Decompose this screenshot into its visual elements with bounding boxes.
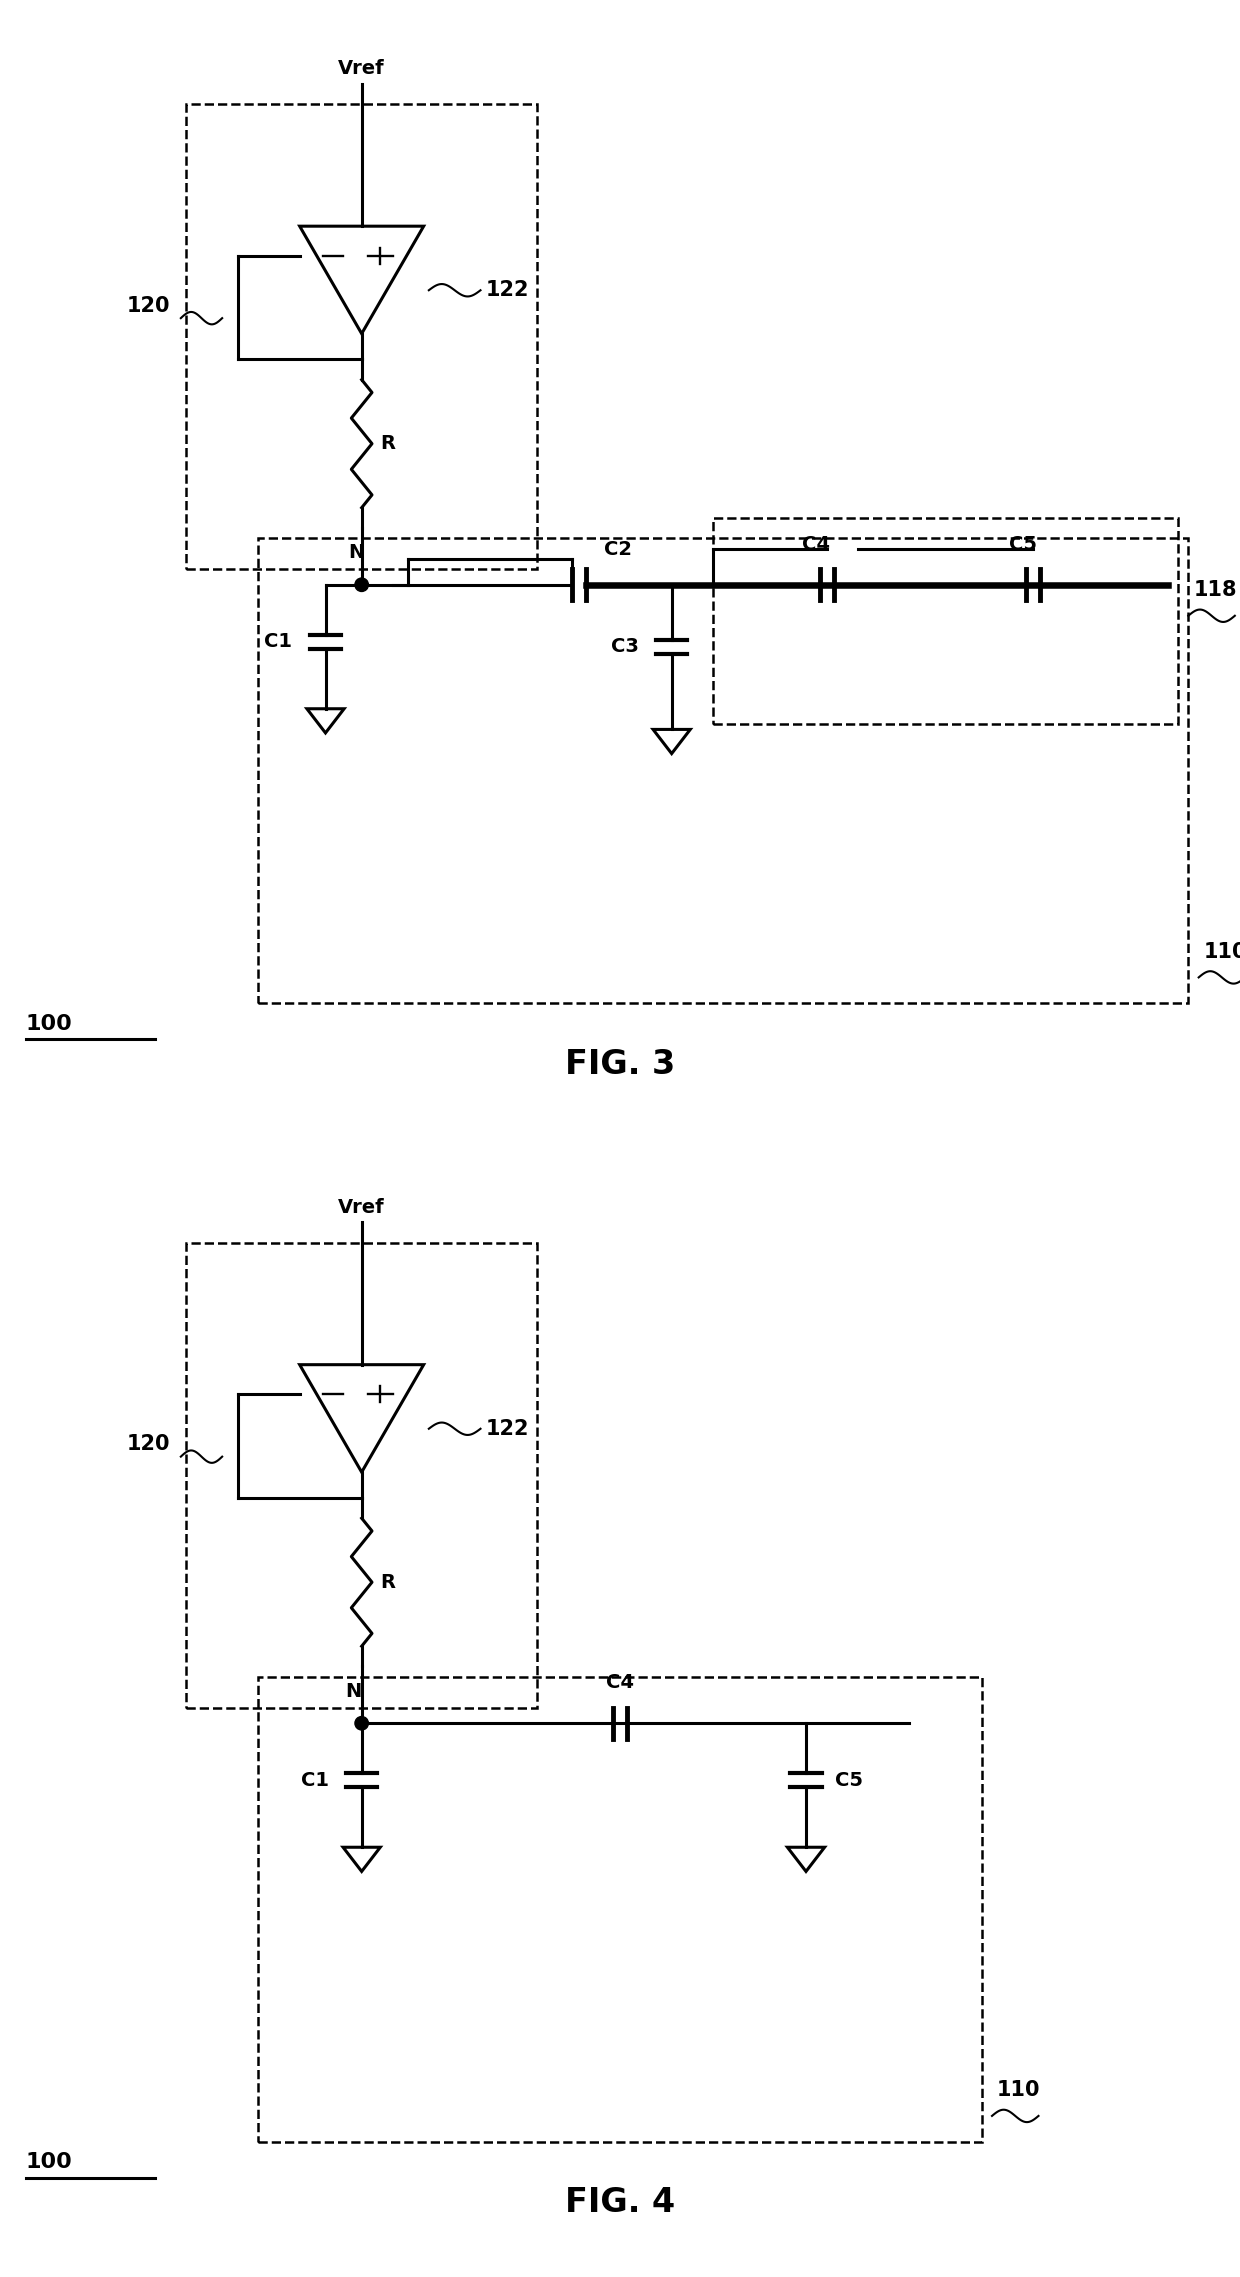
Circle shape — [355, 578, 368, 592]
Text: 122: 122 — [486, 280, 529, 301]
Text: 100: 100 — [26, 2152, 73, 2172]
Text: 110: 110 — [1204, 943, 1240, 961]
Text: 120: 120 — [126, 296, 171, 317]
Text: C1: C1 — [300, 1772, 329, 1790]
Bar — [713, 517, 1178, 724]
Text: N: N — [348, 542, 365, 562]
Text: FIG. 4: FIG. 4 — [565, 2186, 675, 2220]
Text: C4: C4 — [802, 535, 831, 553]
Text: Vref: Vref — [339, 1198, 384, 1216]
Text: 122: 122 — [486, 1419, 529, 1439]
Text: 100: 100 — [26, 1013, 73, 1034]
Text: R: R — [381, 435, 396, 453]
Text: 110: 110 — [997, 2081, 1040, 2099]
Text: FIG. 3: FIG. 3 — [565, 1047, 675, 1082]
Text: C1: C1 — [264, 633, 293, 651]
Bar — [186, 105, 537, 569]
Bar — [186, 1243, 537, 1708]
Text: C4: C4 — [606, 1674, 634, 1692]
Text: 118: 118 — [1193, 581, 1238, 599]
Text: C5: C5 — [835, 1772, 863, 1790]
Text: Vref: Vref — [339, 59, 384, 77]
Text: C3: C3 — [611, 638, 639, 656]
Bar — [258, 537, 1188, 1004]
Text: C2: C2 — [604, 540, 632, 558]
Text: N: N — [345, 1680, 362, 1701]
Circle shape — [355, 1717, 368, 1731]
Text: 120: 120 — [126, 1435, 171, 1455]
Text: R: R — [381, 1573, 396, 1592]
Text: C5: C5 — [1009, 535, 1037, 553]
Bar — [258, 1676, 982, 2143]
